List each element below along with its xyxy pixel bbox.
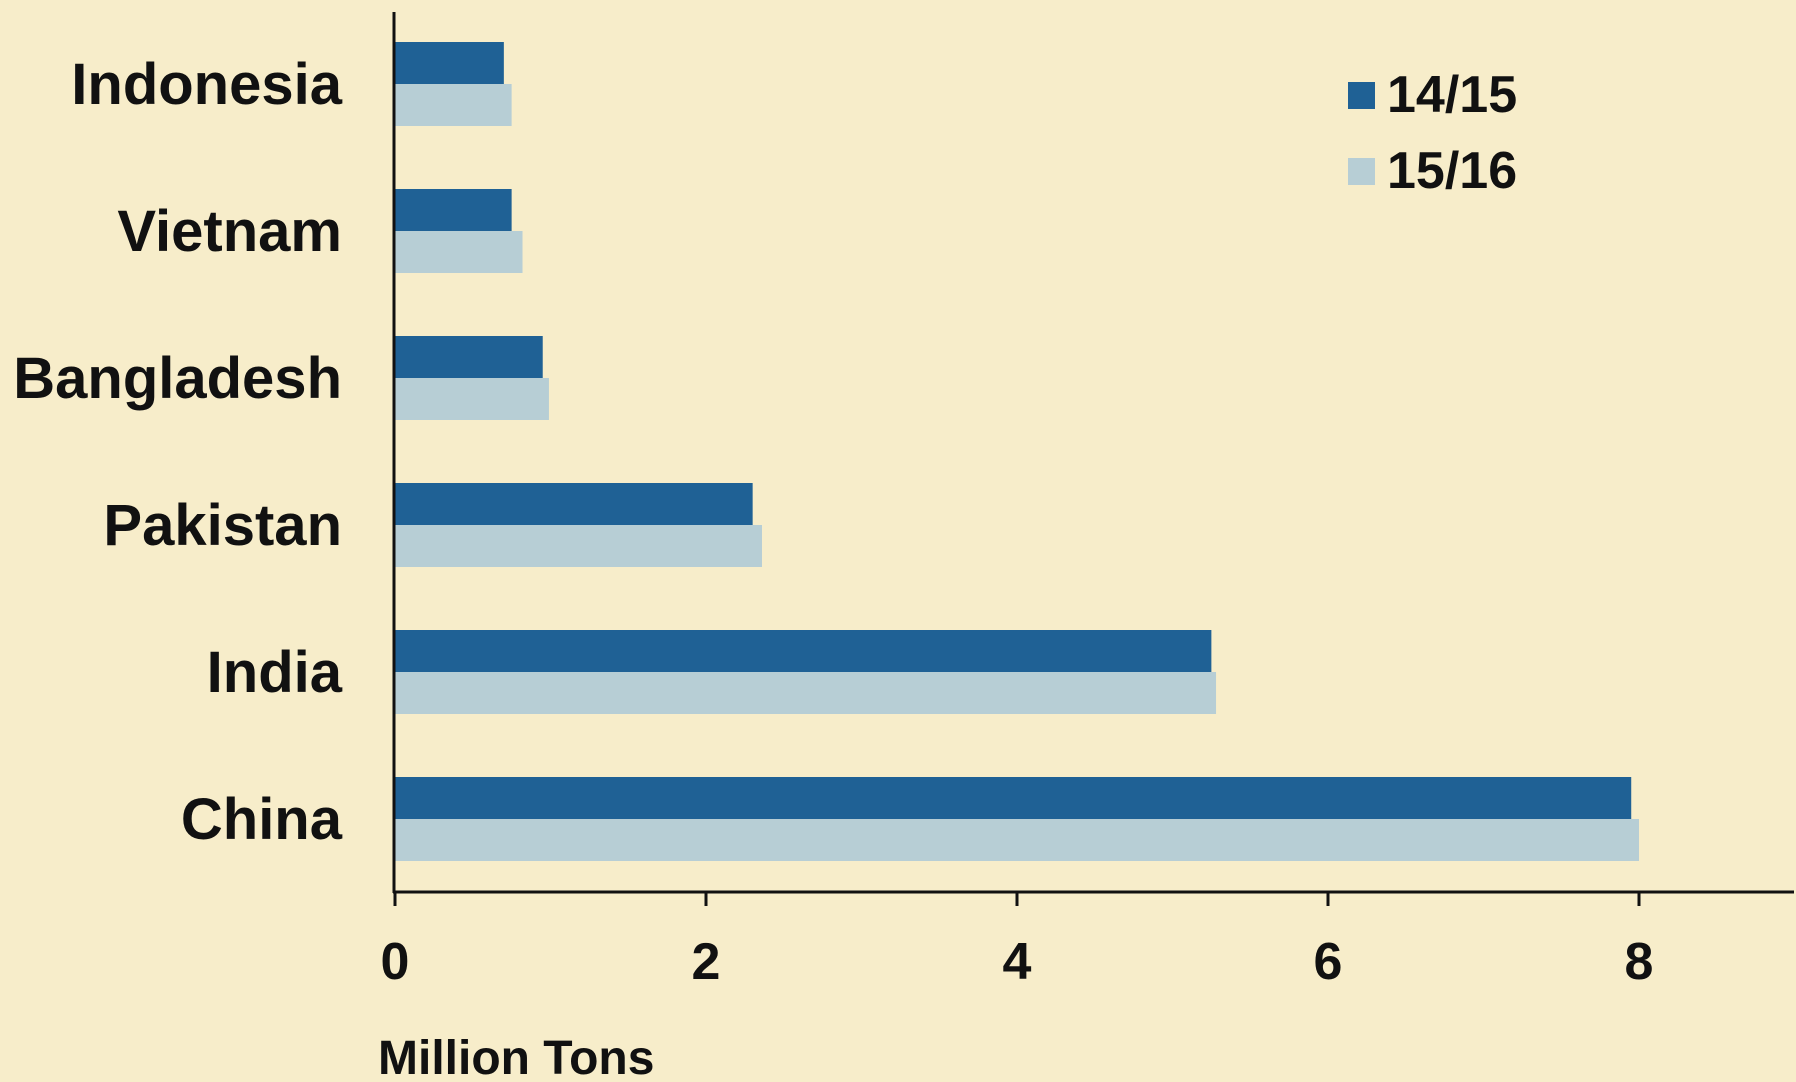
legend-swatch-14-15 — [1348, 82, 1375, 109]
bar-india-15-16 — [395, 672, 1217, 714]
category-labels: Indonesia Vietnam Bangladesh Pakistan India C… — [13, 52, 342, 852]
bar-india-14-15 — [395, 630, 1212, 672]
category-label-china: China — [181, 787, 343, 852]
bar-pakistan-14-15 — [395, 483, 753, 525]
legend-label-15-16: 15/16 — [1387, 142, 1517, 200]
bar-pakistan-15-16 — [395, 525, 762, 567]
legend-swatch-15-16 — [1348, 158, 1375, 185]
x-tick-label-6: 6 — [1314, 933, 1343, 991]
x-tick-label-8: 8 — [1625, 933, 1654, 991]
bar-vietnam-14-15 — [395, 189, 512, 231]
x-tick-label-0: 0 — [381, 933, 410, 991]
bars-layer — [395, 42, 1639, 861]
bar-vietnam-15-16 — [395, 231, 523, 273]
legend-label-14-15: 14/15 — [1387, 66, 1517, 124]
category-label-pakistan: Pakistan — [103, 493, 342, 558]
x-tick-label-2: 2 — [692, 933, 721, 991]
bar-indonesia-15-16 — [395, 84, 512, 126]
category-label-indonesia: Indonesia — [71, 52, 342, 117]
bar-bangladesh-15-16 — [395, 378, 549, 420]
ticks-layer: 0 2 4 6 8 — [381, 892, 1654, 991]
legend: 14/15 15/16 — [1348, 66, 1517, 200]
category-label-india: India — [207, 640, 343, 705]
bar-bangladesh-14-15 — [395, 336, 543, 378]
x-tick-label-4: 4 — [1003, 933, 1032, 991]
category-label-vietnam: Vietnam — [117, 199, 342, 264]
category-label-bangladesh: Bangladesh — [13, 346, 342, 411]
axes-layer — [392, 12, 1794, 894]
bar-indonesia-14-15 — [395, 42, 504, 84]
bar-china-14-15 — [395, 777, 1632, 819]
bar-china-15-16 — [395, 819, 1639, 861]
x-axis-title: Million Tons — [378, 1032, 654, 1082]
